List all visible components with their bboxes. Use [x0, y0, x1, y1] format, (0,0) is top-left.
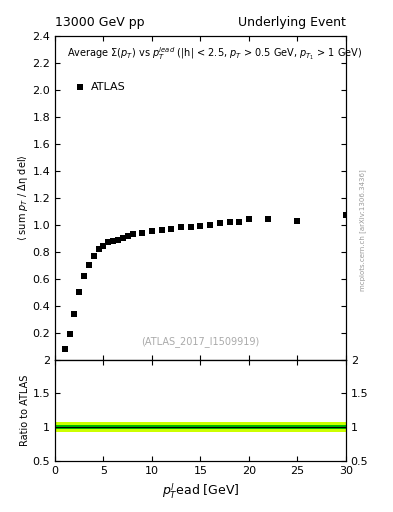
- Text: mcplots.cern.ch [arXiv:1306.3436]: mcplots.cern.ch [arXiv:1306.3436]: [360, 169, 366, 291]
- Text: Average $\Sigma(p_T)$ vs $p_T^{lead}$ ($|$h$|$ < 2.5, $p_T$ > 0.5 GeV, $p_{T_1}$: Average $\Sigma(p_T)$ vs $p_T^{lead}$ ($…: [67, 46, 362, 62]
- Y-axis label: Ratio to ATLAS: Ratio to ATLAS: [20, 374, 30, 446]
- Text: (ATLAS_2017_I1509919): (ATLAS_2017_I1509919): [141, 336, 259, 347]
- X-axis label: $p_T^l$ead [GeV]: $p_T^l$ead [GeV]: [162, 481, 239, 501]
- Text: Underlying Event: Underlying Event: [238, 16, 346, 29]
- Text: 13000 GeV pp: 13000 GeV pp: [55, 16, 145, 29]
- Y-axis label: ⟨ sum $p_T$ / Δη del⟩: ⟨ sum $p_T$ / Δη del⟩: [15, 155, 29, 241]
- Legend: ATLAS: ATLAS: [70, 78, 130, 97]
